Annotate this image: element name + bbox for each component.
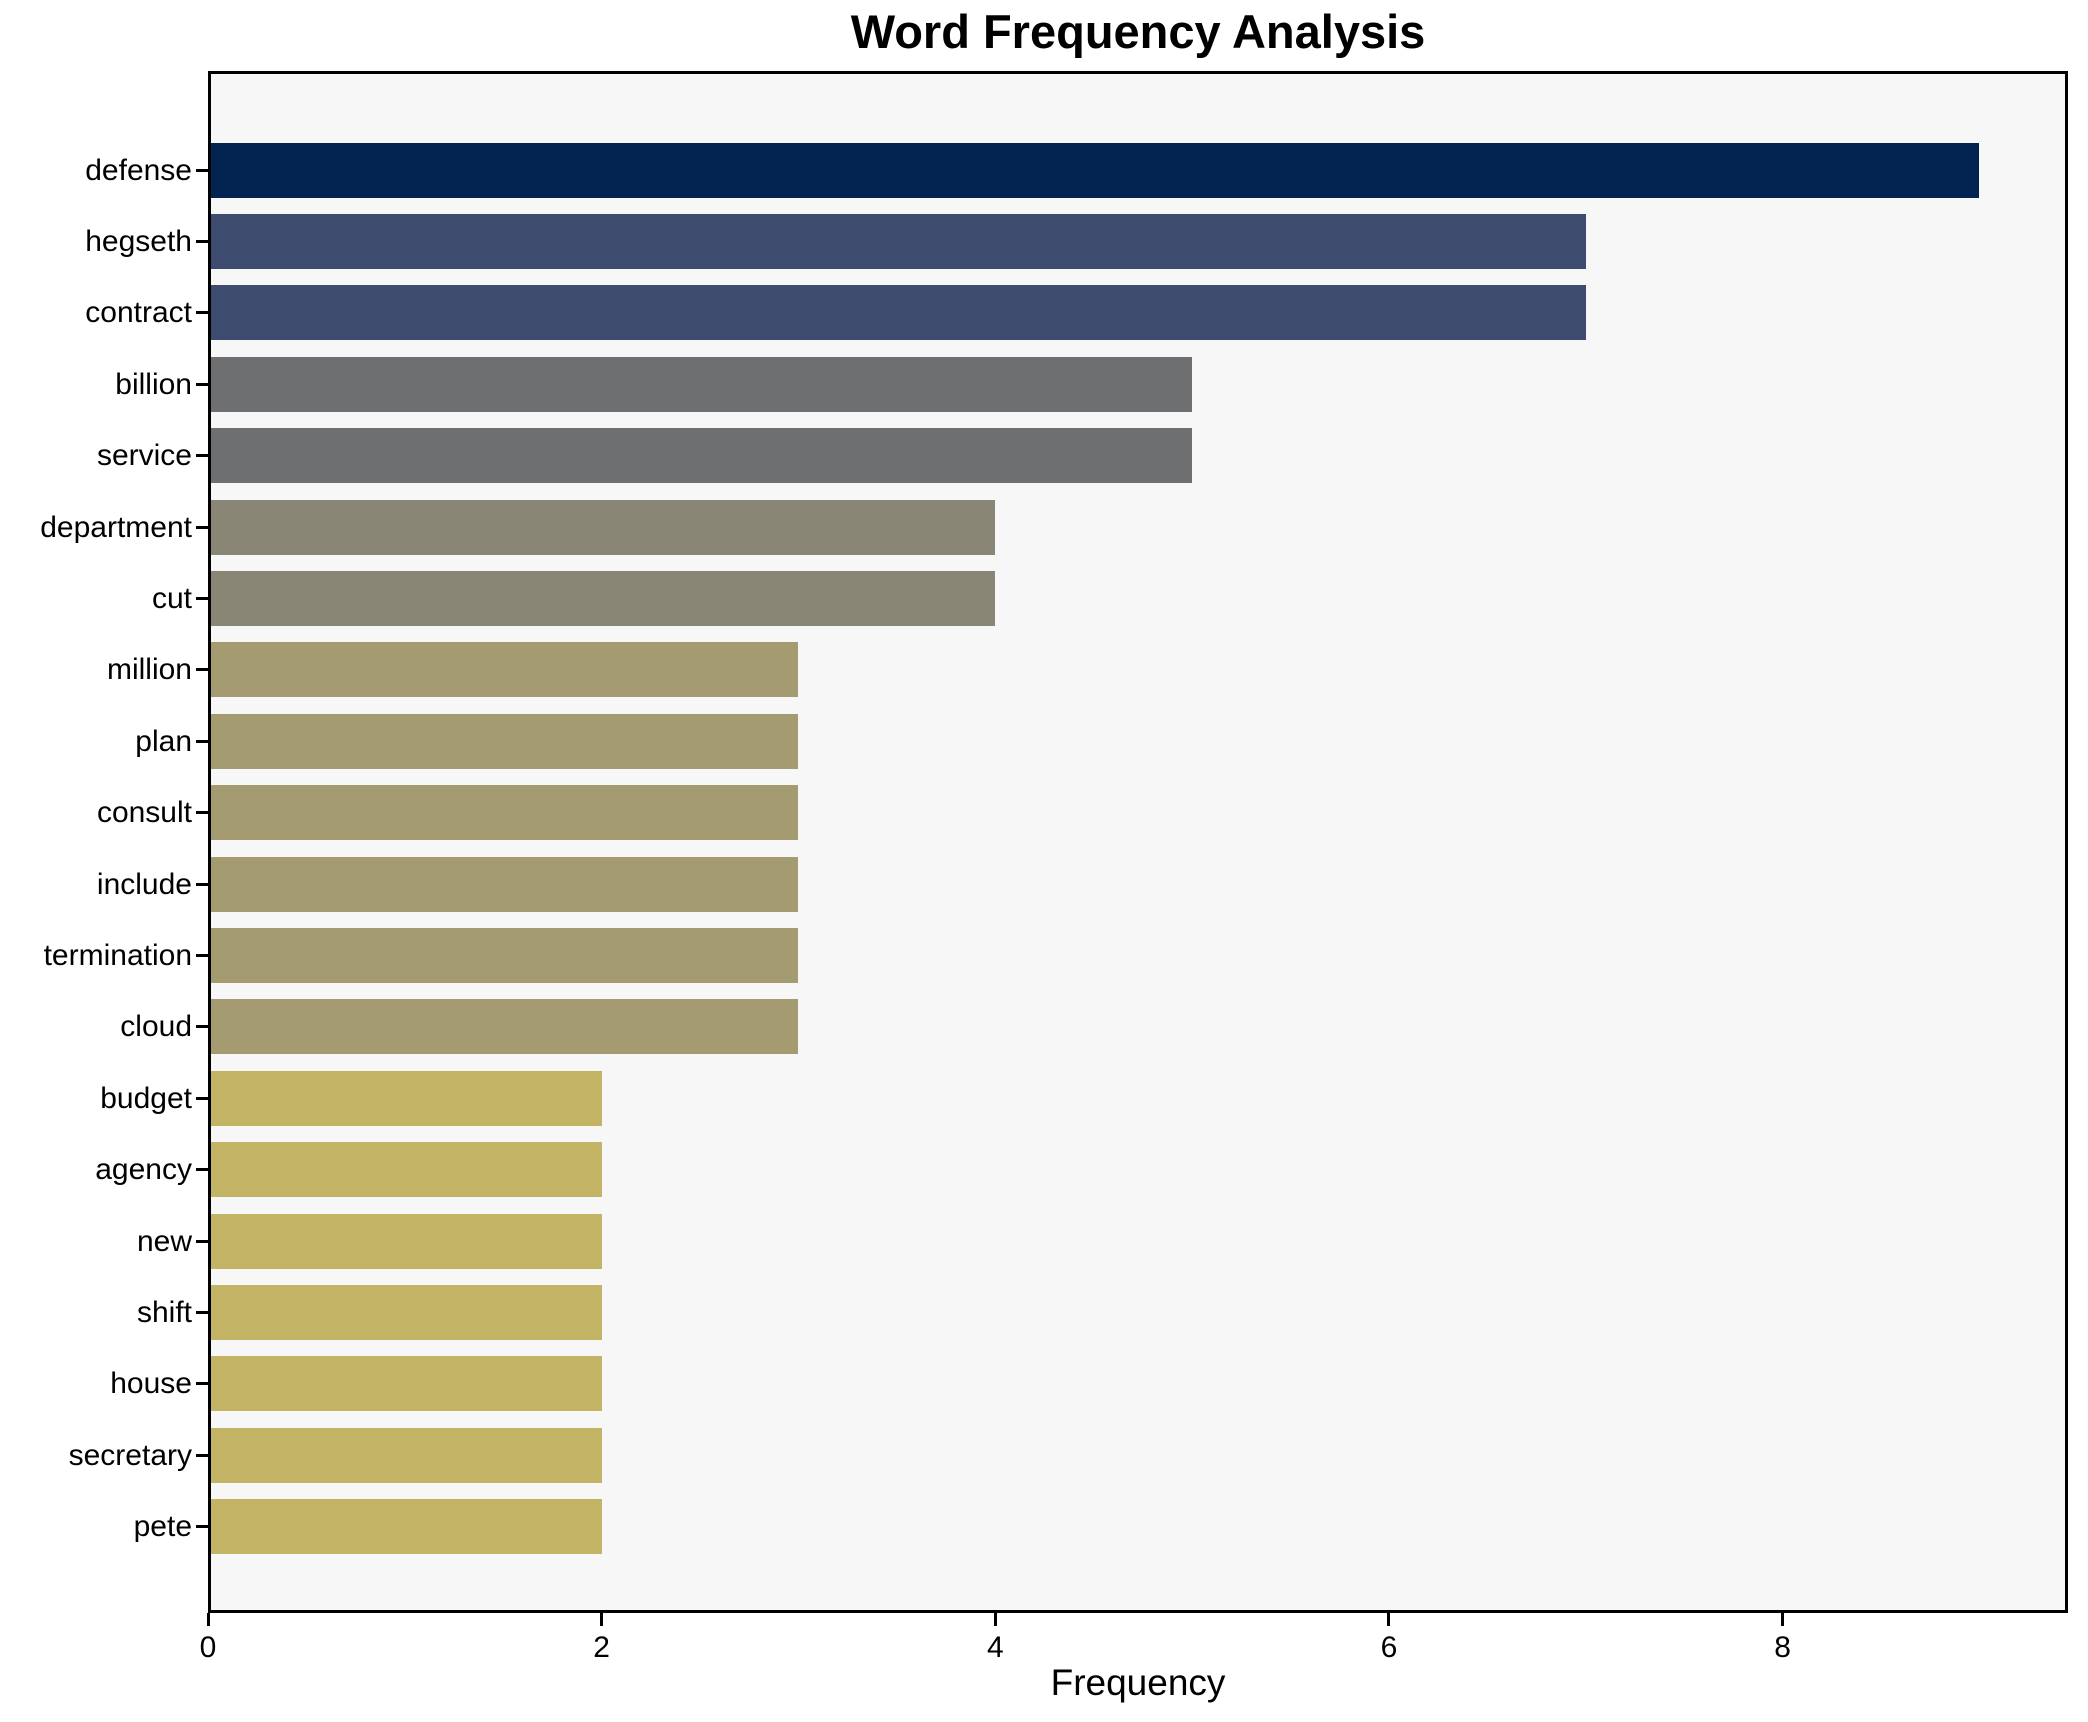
y-tick-mark bbox=[196, 454, 208, 458]
bar-billion bbox=[208, 356, 1193, 412]
y-tick-mark bbox=[196, 882, 208, 886]
y-tick-mark bbox=[196, 739, 208, 743]
x-tick-label-2: 2 bbox=[593, 1631, 610, 1664]
x-tick-label-4: 4 bbox=[986, 1631, 1004, 1664]
bar-house bbox=[208, 1356, 602, 1412]
bar-plan bbox=[208, 713, 799, 769]
bar-hegseth bbox=[208, 213, 1586, 269]
y-tick-mark bbox=[196, 1025, 208, 1029]
y-tick-label-service: service bbox=[96, 439, 192, 473]
bar-contract bbox=[208, 285, 1586, 341]
y-tick-mark bbox=[196, 668, 208, 672]
y-tick-label-consult: consult bbox=[96, 796, 192, 830]
y-tick-mark bbox=[196, 1525, 208, 1529]
bar-secretary bbox=[208, 1427, 602, 1483]
bar-million bbox=[208, 642, 799, 698]
y-tick-mark bbox=[196, 311, 208, 315]
x-tick-label-8: 8 bbox=[1774, 1631, 1791, 1664]
bar-agency bbox=[208, 1142, 602, 1198]
y-tick-label-termination: termination bbox=[43, 938, 192, 972]
y-tick-mark bbox=[196, 596, 208, 600]
y-tick-mark bbox=[196, 1096, 208, 1100]
y-tick-label-shift: shift bbox=[136, 1295, 192, 1329]
x-tick-mark bbox=[1781, 1613, 1785, 1626]
y-tick-mark bbox=[196, 1239, 208, 1243]
x-axis-label: Frequency bbox=[1050, 1662, 1226, 1703]
x-tick-label-6: 6 bbox=[1380, 1631, 1398, 1664]
y-tick-label-million: million bbox=[106, 653, 192, 687]
y-tick-label-department: department bbox=[40, 510, 192, 544]
bar-consult bbox=[208, 785, 799, 841]
bar-cut bbox=[208, 570, 996, 626]
y-tick-label-new: new bbox=[136, 1224, 192, 1258]
y-tick-mark bbox=[196, 239, 208, 243]
y-tick-label-billion: billion bbox=[115, 367, 192, 401]
y-tick-label-budget: budget bbox=[100, 1081, 192, 1115]
bar-pete bbox=[208, 1499, 602, 1555]
bar-include bbox=[208, 856, 799, 912]
bar-service bbox=[208, 428, 1193, 484]
y-tick-label-pete: pete bbox=[133, 1510, 192, 1544]
y-tick-mark bbox=[196, 1168, 208, 1172]
x-tick-mark bbox=[1387, 1613, 1391, 1626]
y-tick-mark bbox=[196, 953, 208, 957]
x-tick-mark bbox=[206, 1613, 210, 1626]
x-tick-label-0: 0 bbox=[199, 1631, 217, 1664]
bar-department bbox=[208, 499, 996, 555]
y-tick-label-plan: plan bbox=[135, 724, 192, 758]
y-tick-label-agency: agency bbox=[95, 1153, 192, 1187]
y-tick-mark bbox=[196, 525, 208, 529]
y-tick-label-cut: cut bbox=[151, 581, 192, 615]
x-tick-mark bbox=[993, 1613, 997, 1626]
x-tick-mark bbox=[600, 1613, 604, 1626]
bar-defense bbox=[208, 142, 1980, 198]
y-tick-mark bbox=[196, 168, 208, 172]
y-tick-label-secretary: secretary bbox=[68, 1438, 192, 1472]
y-tick-label-include: include bbox=[96, 867, 192, 901]
chart-title: Word Frequency Analysis bbox=[850, 5, 1426, 58]
y-tick-mark bbox=[196, 811, 208, 815]
y-tick-mark bbox=[196, 1310, 208, 1314]
y-tick-mark bbox=[196, 1453, 208, 1457]
y-tick-label-house: house bbox=[110, 1367, 192, 1401]
y-tick-label-defense: defense bbox=[85, 153, 192, 187]
bar-new bbox=[208, 1213, 602, 1269]
y-tick-mark bbox=[196, 382, 208, 386]
bar-termination bbox=[208, 927, 799, 983]
y-tick-label-contract: contract bbox=[85, 296, 192, 330]
y-tick-label-cloud: cloud bbox=[120, 1010, 192, 1044]
y-tick-label-hegseth: hegseth bbox=[85, 224, 192, 258]
bar-budget bbox=[208, 1070, 602, 1126]
bar-shift bbox=[208, 1284, 602, 1340]
bar-cloud bbox=[208, 999, 799, 1055]
y-tick-mark bbox=[196, 1382, 208, 1386]
